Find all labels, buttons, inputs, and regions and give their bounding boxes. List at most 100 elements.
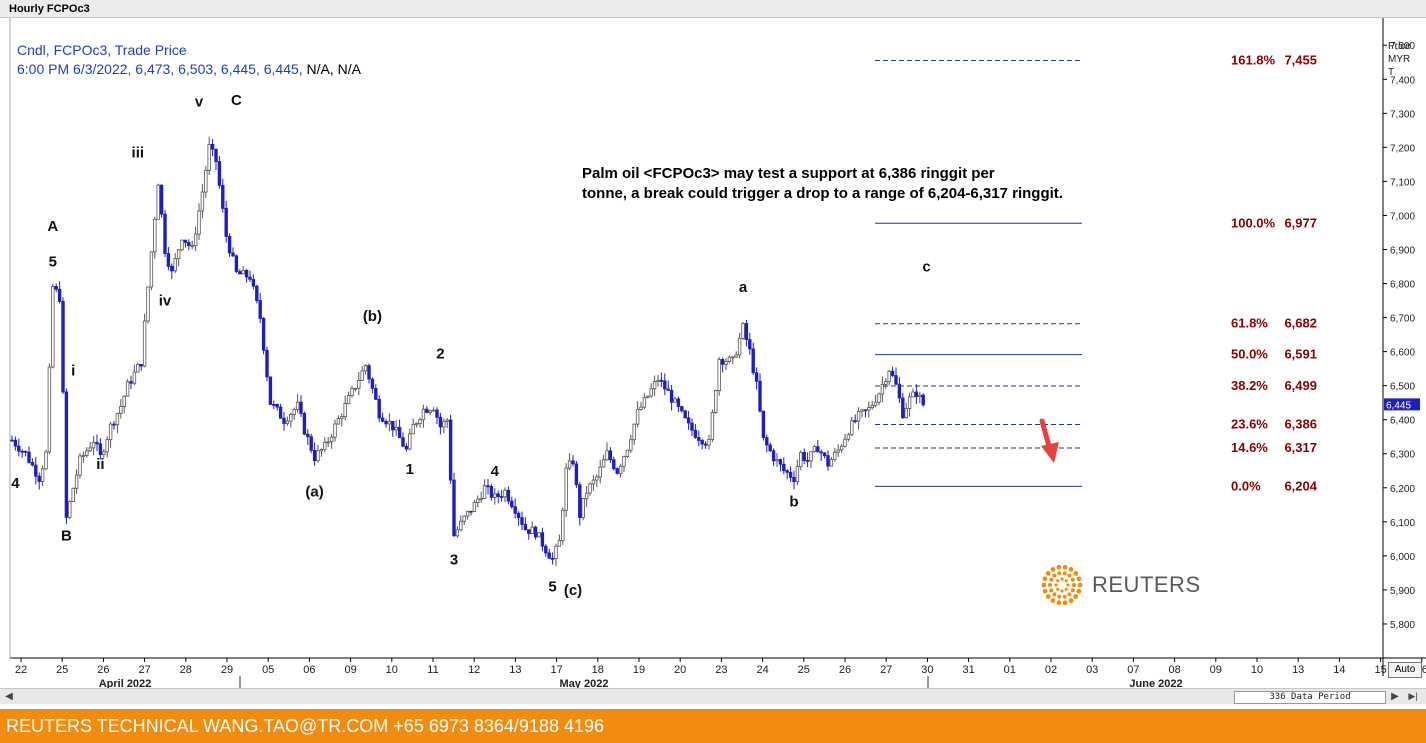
scroll-right-icon[interactable]: ▶ [1391,691,1399,702]
candle [588,482,592,497]
candle [139,364,143,371]
candle-body [476,498,480,503]
wave-label: b [789,494,798,511]
reuters-sun-dot [1062,600,1068,606]
candle [367,363,371,384]
price-axis-title: Price MYR T [1388,40,1411,79]
candle [340,413,344,427]
candle-body [435,409,439,418]
candle-body [275,404,279,408]
candle-body [907,396,912,409]
candle [227,233,232,257]
candle-body [248,276,252,280]
candle-body [261,318,266,351]
candle-body [241,269,245,275]
x-tick-label: 13 [1292,664,1304,676]
candle [758,373,762,413]
wave-label: a [739,279,748,296]
candle-body [724,361,728,365]
candle-body [442,420,446,428]
candle [387,413,392,432]
candle-body [30,462,35,466]
candle-body [411,424,415,435]
y-tick-label: 7,100 [1390,177,1415,188]
candle [472,499,477,512]
candle [748,332,752,355]
candle [608,447,613,463]
candle-body [581,498,585,518]
candle [163,210,167,258]
reuters-sun-dot [1041,582,1047,588]
candle-body [486,485,490,488]
wave-label: (b) [363,308,382,325]
candle [54,283,58,293]
y-tick-label: 7,300 [1390,109,1415,120]
wave-label: B [61,528,72,545]
candle [799,450,803,471]
candle [533,525,538,540]
candle-body [40,468,45,482]
reuters-sun-dot [1045,594,1051,599]
candle-body [309,436,313,451]
candle [309,433,313,454]
candle [241,265,245,275]
candle-body [292,409,296,415]
candle-body [877,393,881,403]
scroll-end-icon[interactable]: ▶| [1408,691,1418,701]
candle [625,449,630,458]
candle [520,511,524,530]
candle-body [516,512,521,518]
x-tick-label: 22 [15,664,27,676]
candle [438,412,443,435]
candle-body [102,451,106,456]
candle-body [13,439,18,447]
candle-body [710,412,715,440]
candle-body [367,365,371,380]
candle [455,526,460,538]
wave-label: A [47,218,58,235]
candle [731,356,735,365]
candle-body [683,410,687,419]
reuters-sun-dot [1042,576,1048,582]
scroll-left-icon[interactable]: ◀ [5,691,13,702]
candle [710,409,715,442]
candle-body [601,459,606,468]
candle-body [540,532,545,547]
auto-scale-button[interactable]: Auto [1388,662,1422,678]
candle-body [374,387,378,400]
price-axis-title-line: MYR [1388,54,1411,65]
candle-body [595,476,599,481]
fib-level-value: 6,977 [1284,215,1317,230]
candle [788,466,793,482]
reuters-sun-dot [1073,594,1079,599]
candle-body [462,515,466,522]
candle [540,527,545,552]
candles-group [10,136,925,567]
candle-body [598,466,602,478]
candle [265,346,269,382]
candle [197,203,201,240]
candle-body [414,423,419,426]
chart-area[interactable]: 5,800 5,900 6,000 6,100 6,200 6,300 6,400 6,500… [0,18,1426,688]
candle-body [775,459,779,462]
x-tick-label: 17 [550,664,562,676]
candle [261,317,266,355]
candle [459,515,463,532]
candle [595,474,599,487]
candle [214,148,218,170]
horizontal-scrollbar[interactable]: ◀ 336 Data Period ▶ ▶| [0,688,1426,705]
candle [418,417,422,428]
candle-body [870,404,874,409]
candle-body [557,540,562,547]
candle-body [904,408,908,419]
candle [85,447,89,458]
fib-level-value: 6,682 [1284,316,1317,331]
candle-body [639,406,643,410]
candle [268,376,273,405]
candle-body [146,286,150,322]
candlestick-chart[interactable]: 5,800 5,900 6,000 6,100 6,200 6,300 6,400 6,500… [0,18,1426,688]
x-tick-label: 05 [262,664,274,676]
candle-body [200,191,205,212]
candle [357,372,361,396]
candle-body [346,395,351,404]
